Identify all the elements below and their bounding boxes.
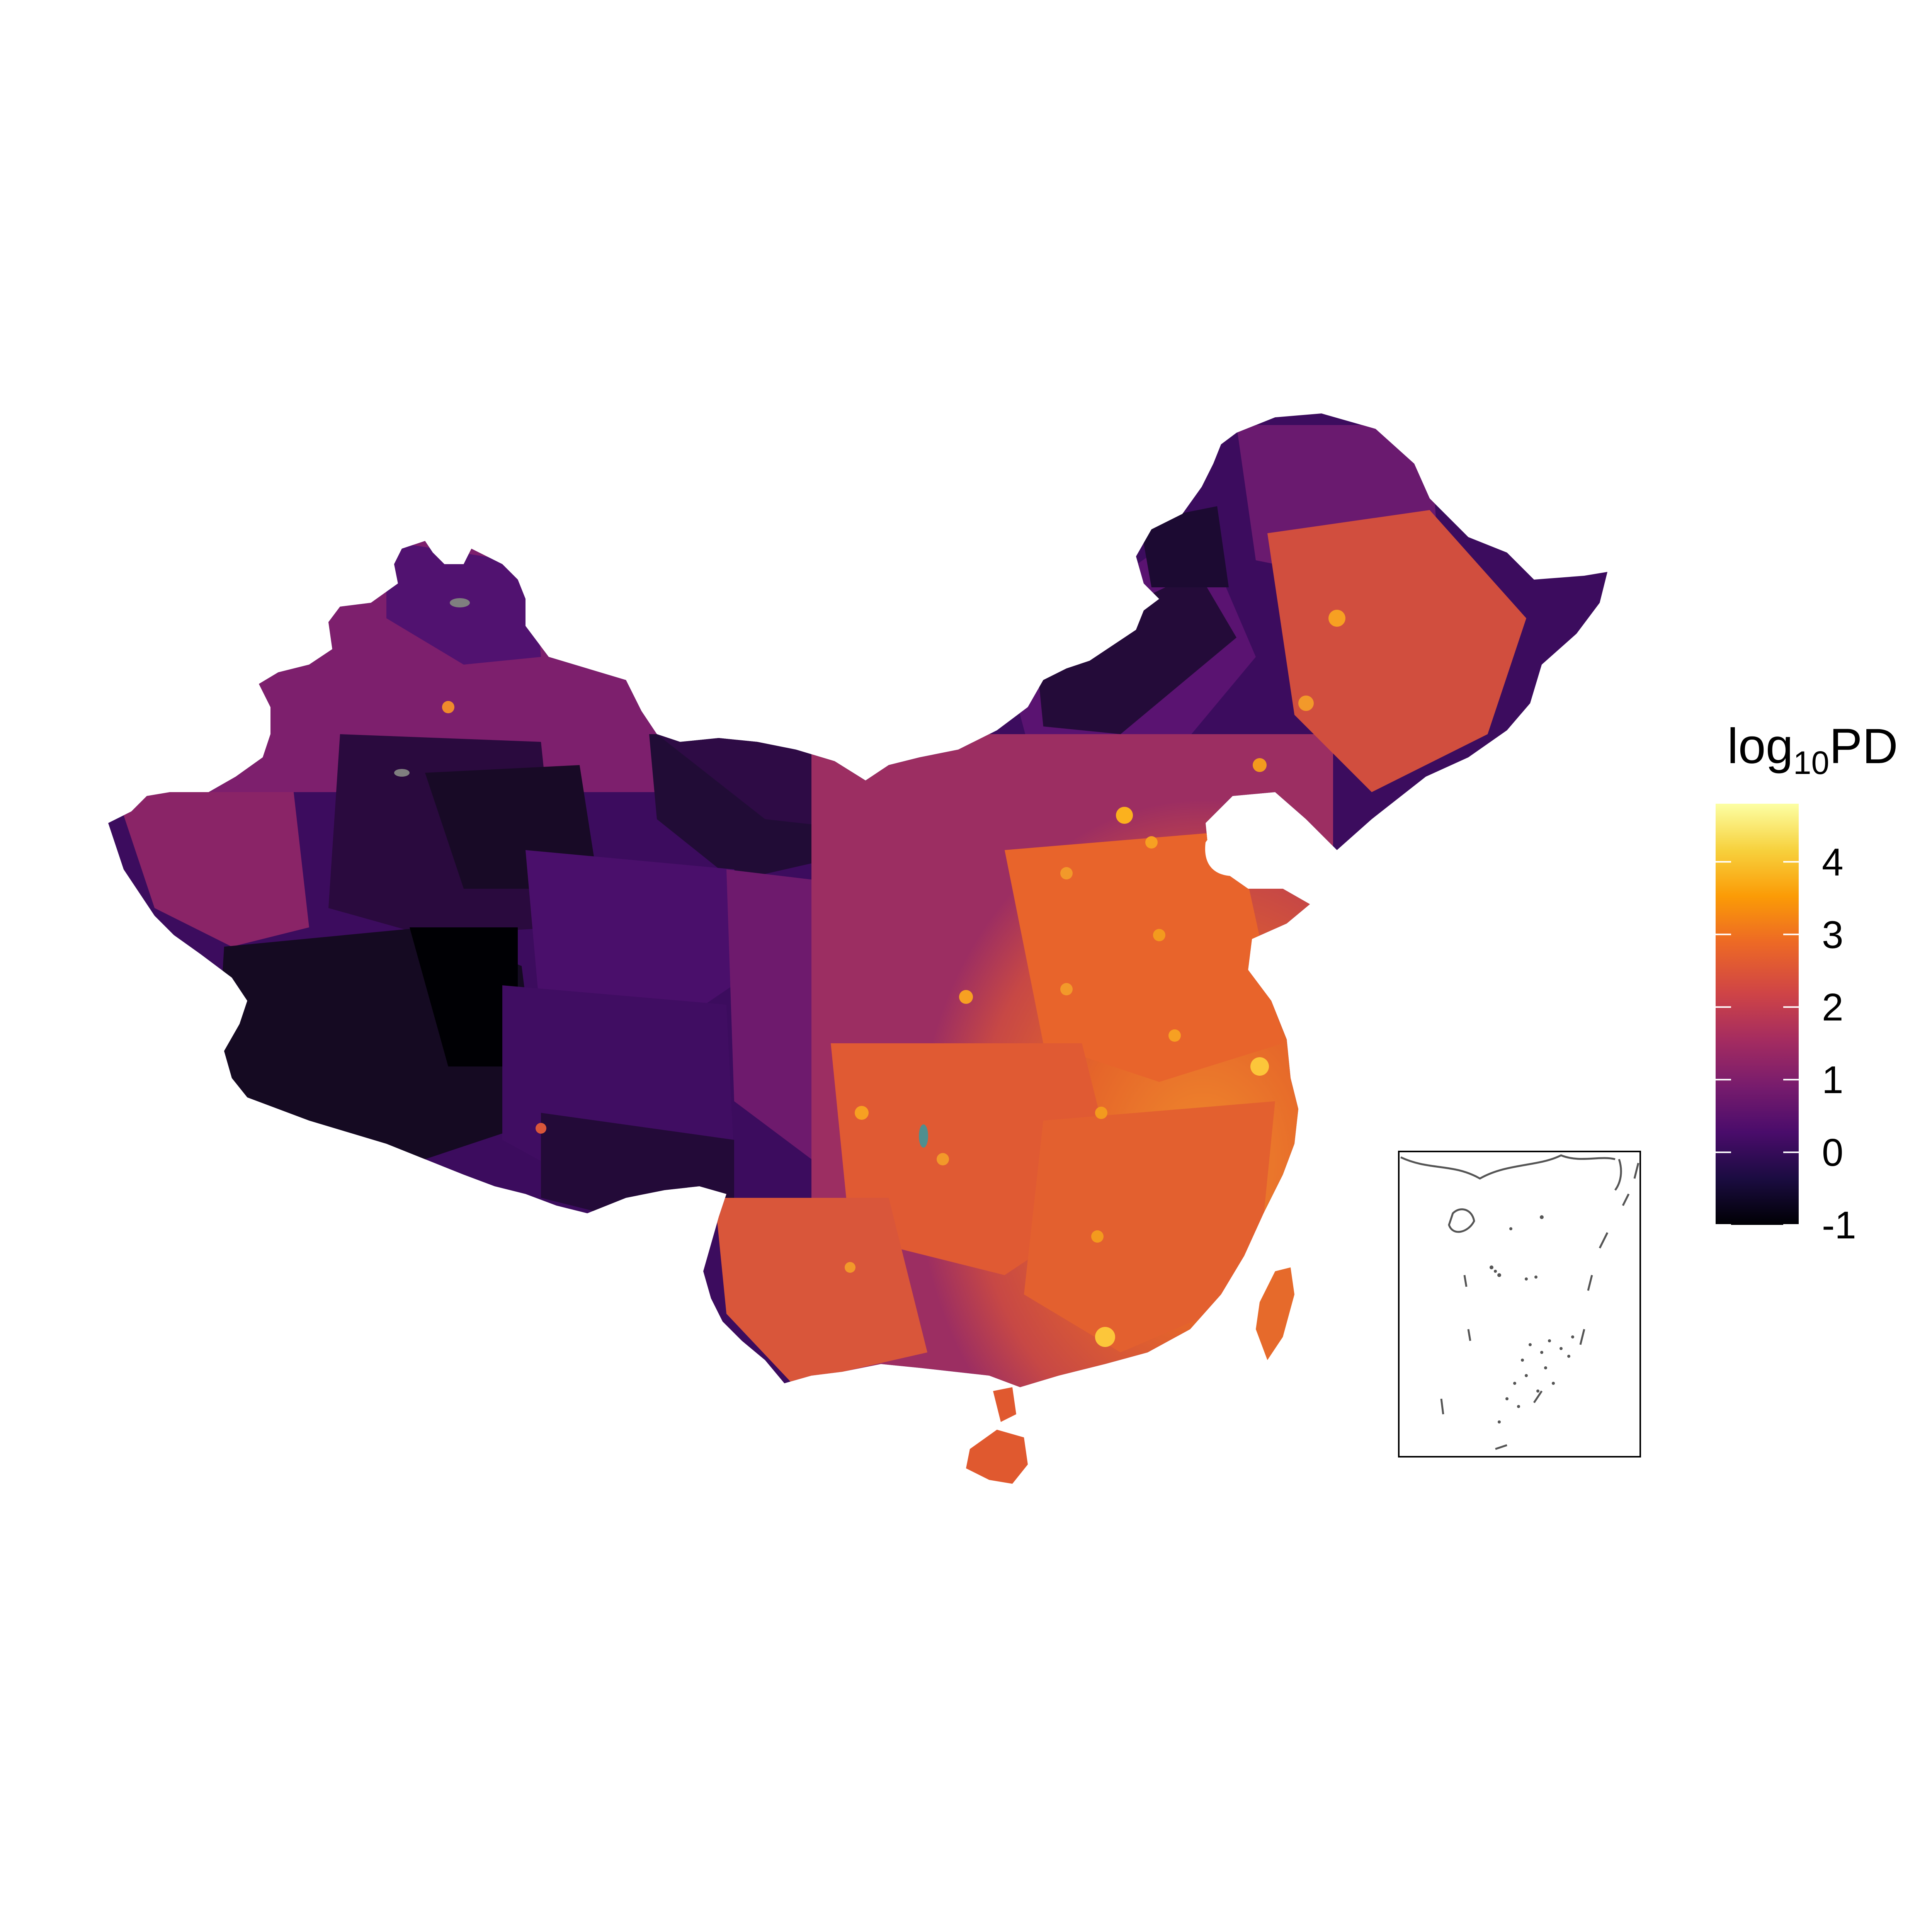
urban-zhengzhou: [1060, 983, 1073, 995]
legend-tick-label: 0: [1822, 1131, 1844, 1174]
urban-urumqi: [442, 701, 454, 713]
china-mainland-region-layer: [108, 413, 1607, 1387]
region-kashgar: [116, 792, 309, 947]
urban-chongqing: [937, 1153, 949, 1165]
urban-tianjin: [1145, 836, 1158, 849]
color-legend: log10PD 4 3 2 1 0 -1: [1716, 719, 1898, 1247]
legend-tick-label: 3: [1822, 913, 1844, 956]
legend-title: log10PD: [1727, 719, 1898, 781]
urban-kashgar: [157, 767, 168, 778]
urban-beijing: [1116, 807, 1133, 824]
urban-nanjing: [1168, 1029, 1181, 1042]
region-yunnan: [715, 1198, 927, 1383]
region-tibet-darkest: [410, 927, 518, 1066]
hainan-island: [966, 1430, 1028, 1484]
region-inner-mongolia-north: [1036, 572, 1236, 734]
south-china-sea-inset: [1398, 1151, 1641, 1458]
legend-tick-label: 4: [1822, 840, 1844, 884]
legend-ticks: 4 3 2 1 0 -1: [1716, 840, 1856, 1247]
urban-guangzhou: [1095, 1327, 1115, 1347]
legend-tick-label: 1: [1822, 1058, 1844, 1102]
missing-data-lake-1: [450, 598, 470, 607]
urban-lhasa: [536, 1123, 546, 1134]
inset-nine-dash-line: [1440, 1163, 1639, 1450]
inset-taiwan: [1614, 1159, 1622, 1191]
urban-chengdu: [855, 1106, 869, 1120]
bohai-gulf: [1205, 816, 1291, 876]
urban-kunming: [845, 1262, 855, 1273]
urban-shenyang: [1253, 758, 1267, 772]
urban-shanghai: [1250, 1057, 1269, 1076]
urban-wuhan: [1095, 1107, 1107, 1119]
taiwan-island: [1256, 1267, 1294, 1360]
leizhou-peninsula: [993, 1387, 1016, 1422]
urban-changchun: [1298, 696, 1314, 711]
inset-hainan: [1448, 1208, 1475, 1233]
urban-xian: [959, 990, 973, 1004]
urban-changsha: [1091, 1230, 1104, 1243]
region-northeast-plain: [1267, 510, 1526, 792]
missing-data-lake-3: [919, 1124, 928, 1148]
inset-frame: [1398, 1151, 1641, 1458]
missing-data-lake-2: [394, 769, 410, 777]
urban-harbin: [1328, 610, 1345, 627]
legend-tick-label: 2: [1822, 986, 1844, 1029]
legend-tick-label: -1: [1822, 1204, 1856, 1247]
region-southeast: [1024, 1101, 1275, 1352]
inset-coastline: [1400, 1154, 1616, 1180]
legend-colorbar: [1716, 804, 1799, 1225]
urban-jinan: [1153, 929, 1165, 941]
region-qinghai: [526, 850, 773, 1024]
inset-island-specks: [1490, 1215, 1574, 1423]
region-hulunbuir-west: [1140, 506, 1229, 587]
urban-shijiazhuang: [1060, 867, 1073, 879]
region-north-china-plain: [1005, 831, 1283, 1082]
